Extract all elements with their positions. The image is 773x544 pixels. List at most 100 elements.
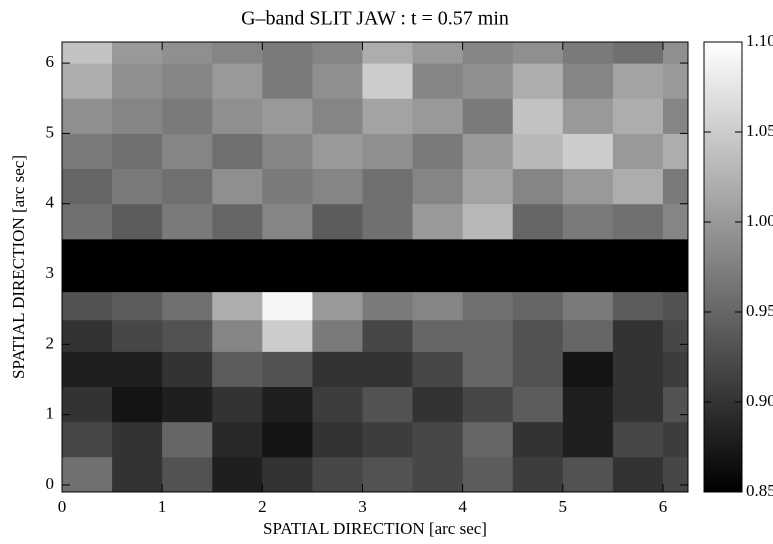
heat-cell — [512, 386, 564, 423]
heat-cell — [162, 421, 213, 458]
heat-cell — [512, 168, 564, 205]
heat-cell — [562, 42, 614, 64]
heat-cell — [512, 421, 564, 458]
heat-cell — [412, 42, 464, 64]
heat-cell — [112, 421, 163, 458]
heat-cell — [612, 63, 664, 99]
heat-cell — [662, 98, 689, 134]
heat-cell — [162, 63, 213, 99]
masked-cell — [612, 238, 664, 293]
heat-cell — [562, 351, 614, 388]
heat-cell — [312, 319, 363, 352]
heat-cell — [412, 98, 464, 134]
y-tick-label: 0 — [46, 474, 55, 493]
heat-cell — [312, 291, 363, 321]
heat-cell — [312, 133, 363, 170]
heat-cell — [612, 291, 664, 321]
colorbar-tick-label: 0.90 — [746, 391, 773, 410]
heat-cell — [562, 421, 614, 458]
y-tick-label: 4 — [46, 193, 55, 212]
heat-cell — [62, 291, 113, 321]
heat-cell — [462, 351, 514, 388]
plot-frame — [61, 41, 689, 493]
heat-cell — [262, 421, 313, 458]
heat-cell — [462, 456, 514, 493]
heat-cell — [212, 42, 263, 64]
heat-cell — [412, 456, 464, 493]
heat-cell — [62, 168, 113, 205]
heat-cell — [512, 203, 564, 240]
heat-cell — [362, 168, 414, 205]
heat-cell — [212, 168, 263, 205]
heat-cell — [262, 42, 313, 64]
heat-cell — [212, 351, 263, 388]
heat-cell — [612, 168, 664, 205]
heat-cell — [262, 456, 313, 493]
heat-cell — [362, 351, 414, 388]
heat-cell — [62, 203, 113, 240]
heat-cell — [662, 351, 689, 388]
heat-cell — [112, 133, 163, 170]
heat-cell — [212, 456, 263, 493]
heat-cell — [612, 456, 664, 493]
colorbar-tick-label: 0.85 — [746, 481, 773, 500]
heat-cell — [362, 291, 414, 321]
heat-cell — [212, 421, 263, 458]
heat-cell — [412, 63, 464, 99]
heat-cell — [262, 98, 313, 134]
heat-cell — [612, 42, 664, 64]
heat-cell — [62, 319, 113, 352]
heat-cell — [262, 351, 313, 388]
heat-cell — [462, 168, 514, 205]
heat-cell — [212, 203, 263, 240]
heat-cell — [112, 168, 163, 205]
heat-cell — [362, 456, 414, 493]
heat-cell — [112, 319, 163, 352]
heat-cell — [362, 386, 414, 423]
heat-cell — [562, 98, 614, 134]
heat-cell — [312, 98, 363, 134]
heat-cell — [312, 456, 363, 493]
heat-cell — [312, 168, 363, 205]
masked-cell — [262, 238, 313, 293]
heat-cell — [412, 421, 464, 458]
heat-cell — [312, 421, 363, 458]
heat-cell — [62, 98, 113, 134]
heat-cell — [662, 203, 689, 240]
heat-cell — [212, 319, 263, 352]
heat-cell — [612, 421, 664, 458]
heat-cell — [162, 42, 213, 64]
masked-cell — [112, 238, 163, 293]
heat-cell — [362, 63, 414, 99]
heat-cell — [112, 98, 163, 134]
heat-cell — [162, 456, 213, 493]
x-tick-label: 1 — [158, 497, 167, 516]
heat-cell — [362, 133, 414, 170]
heat-cell — [112, 42, 163, 64]
heat-cell — [112, 203, 163, 240]
x-tick-label: 0 — [58, 497, 67, 516]
heat-cell — [62, 351, 113, 388]
heat-cell — [262, 386, 313, 423]
colorbar — [703, 41, 743, 493]
x-tick-label: 4 — [458, 497, 467, 516]
masked-cell — [162, 238, 213, 293]
heat-cell — [62, 386, 113, 423]
heat-cell — [462, 203, 514, 240]
heat-cell — [562, 133, 614, 170]
heat-cell — [412, 203, 464, 240]
heat-cell — [62, 456, 113, 493]
chart-title: G–band SLIT JAW : t = 0.57 min — [241, 8, 509, 30]
heat-cell — [512, 351, 564, 388]
heat-cell — [562, 63, 614, 99]
heat-cell — [162, 98, 213, 134]
heat-cell — [212, 291, 263, 321]
heat-cell — [462, 386, 514, 423]
heat-cell — [262, 203, 313, 240]
heat-cell — [262, 133, 313, 170]
heat-cell — [262, 168, 313, 205]
heat-cell — [362, 42, 414, 64]
heat-cell — [562, 291, 614, 321]
heat-cell — [562, 203, 614, 240]
